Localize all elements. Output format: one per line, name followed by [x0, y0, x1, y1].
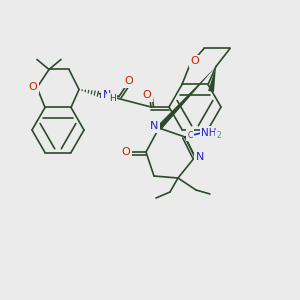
Text: O: O — [122, 147, 130, 157]
Text: N: N — [196, 152, 204, 162]
Text: N: N — [103, 91, 111, 100]
Polygon shape — [208, 67, 216, 92]
Text: O: O — [142, 90, 152, 100]
Text: N: N — [150, 121, 158, 131]
Text: O: O — [124, 76, 134, 86]
Polygon shape — [157, 67, 216, 130]
Text: 2: 2 — [217, 131, 221, 140]
Text: O: O — [190, 56, 200, 67]
Text: H: H — [109, 94, 116, 103]
Text: N: N — [196, 150, 204, 160]
Text: C: C — [188, 130, 193, 140]
Text: NH: NH — [201, 128, 217, 138]
Text: O: O — [28, 82, 38, 92]
